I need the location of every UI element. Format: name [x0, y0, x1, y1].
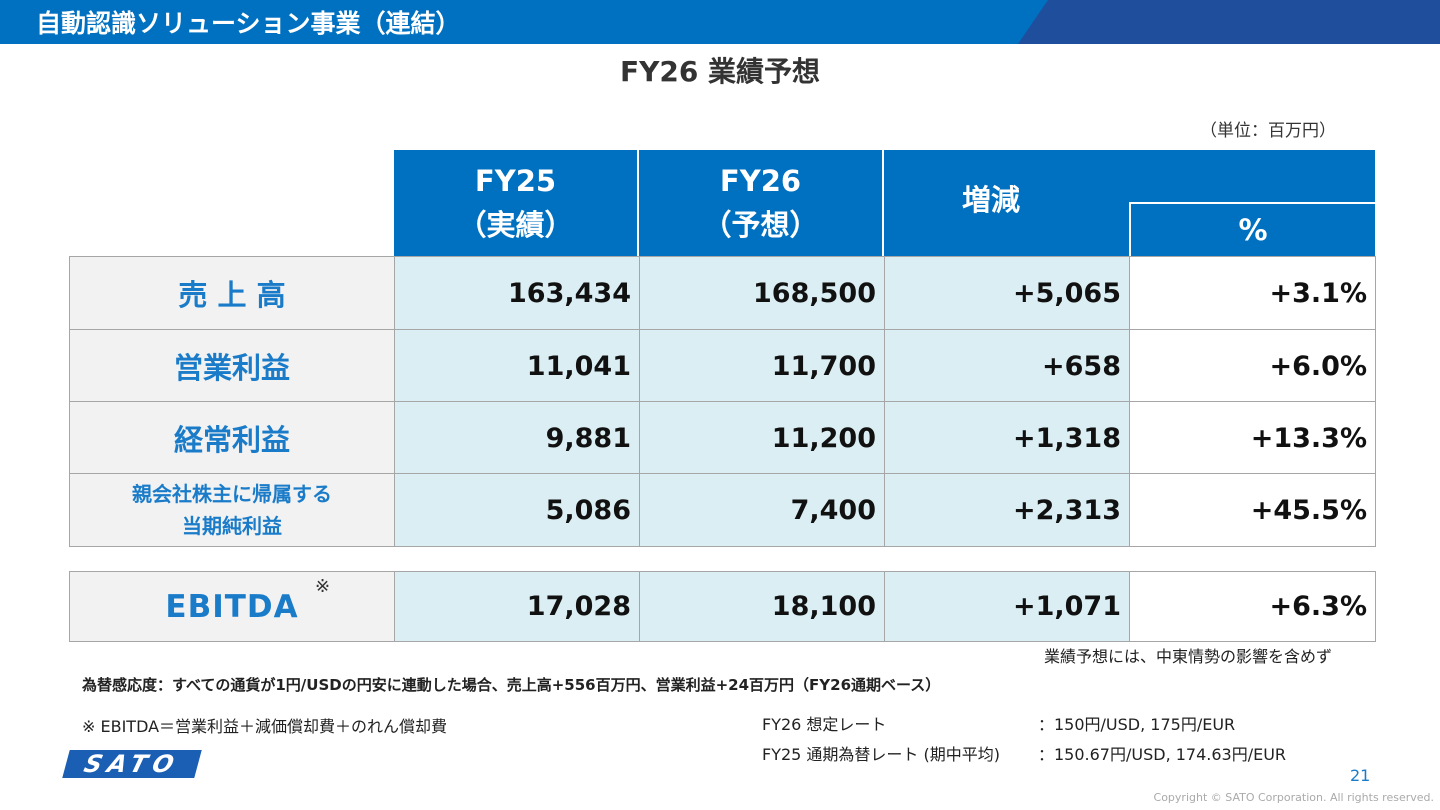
label-line: 当期純利益	[182, 514, 282, 538]
ebitda-def: ※ EBITDA＝営業利益＋減価償却費＋のれん償却費	[82, 717, 448, 736]
value-cell: +45.5%	[1129, 473, 1376, 547]
header-title: 自動認識ソリューション事業（連結）	[36, 9, 461, 38]
rate-value: ：150.67円/USD, 174.63円/EUR	[1038, 745, 1287, 764]
divider	[1129, 202, 1375, 204]
value-cell: +1,071	[884, 571, 1130, 642]
header-text: 増減	[962, 183, 1021, 217]
copyright: Copyright © SATO Corporation. All rights…	[1153, 791, 1434, 804]
value-cell: +6.3%	[1129, 571, 1376, 642]
row-label: 営業利益	[69, 329, 395, 403]
value-cell: +13.3%	[1129, 401, 1376, 475]
value-cell: 5,086	[394, 473, 640, 547]
header-line: （実績）	[457, 208, 574, 242]
divider	[1129, 202, 1131, 256]
value-cell: 9,881	[394, 401, 640, 475]
header-line: FY26	[719, 164, 802, 198]
rate-value: ：150円/USD, 175円/EUR	[1038, 715, 1236, 734]
value-cell: 168,500	[639, 256, 885, 330]
value-cell: +3.1%	[1129, 256, 1376, 330]
value-cell: 11,200	[639, 401, 885, 475]
row-label: 経常利益	[69, 401, 395, 475]
fx-note: 為替感応度：すべての通貨が1円/USDの円安に連動した場合、売上高+556百万円…	[82, 676, 941, 694]
unit: （単位：百万円）	[1200, 121, 1336, 141]
label-text: EBITDA	[165, 588, 299, 625]
footnote-mark: ※	[315, 576, 331, 597]
value-cell: +5,065	[884, 256, 1130, 330]
column-header: %	[1131, 204, 1375, 256]
label-line: 親会社株主に帰属する	[132, 482, 332, 506]
rate-label: FY26 想定レート	[762, 715, 887, 734]
header-line: （予想）	[702, 208, 819, 242]
page-number: 21	[1350, 766, 1371, 785]
header-line: FY25	[474, 164, 557, 198]
label-line: 営業利益	[173, 351, 290, 385]
value-cell: 7,400	[639, 473, 885, 547]
logo: SATO	[62, 750, 202, 778]
subtitle: FY26 業績予想	[619, 55, 821, 88]
value-cell: +658	[884, 329, 1130, 403]
row-label: 売 上 高	[69, 256, 395, 330]
rate-label: FY25 通期為替レート (期中平均)	[762, 745, 1000, 764]
value-cell: +1,318	[884, 401, 1130, 475]
column-header: FY25 （実績）	[394, 150, 639, 256]
value-cell: +2,313	[884, 473, 1130, 547]
value-cell: 18,100	[639, 571, 885, 642]
row-label: EBITDA ※	[69, 571, 395, 642]
label-line: 経常利益	[173, 423, 290, 457]
value-cell: 163,434	[394, 256, 640, 330]
header-text: %	[1238, 213, 1268, 247]
header-bar	[0, 0, 1440, 44]
label-line: 売 上 高	[178, 278, 286, 312]
value-cell: +6.0%	[1129, 329, 1376, 403]
value-cell: 11,700	[639, 329, 885, 403]
note-right: 業績予想には、中東情勢の影響を含めず	[1044, 647, 1333, 666]
row-label: 親会社株主に帰属する 当期純利益	[69, 473, 395, 547]
column-header: FY26 （予想）	[639, 150, 884, 256]
value-cell: 11,041	[394, 329, 640, 403]
value-cell: 17,028	[394, 571, 640, 642]
